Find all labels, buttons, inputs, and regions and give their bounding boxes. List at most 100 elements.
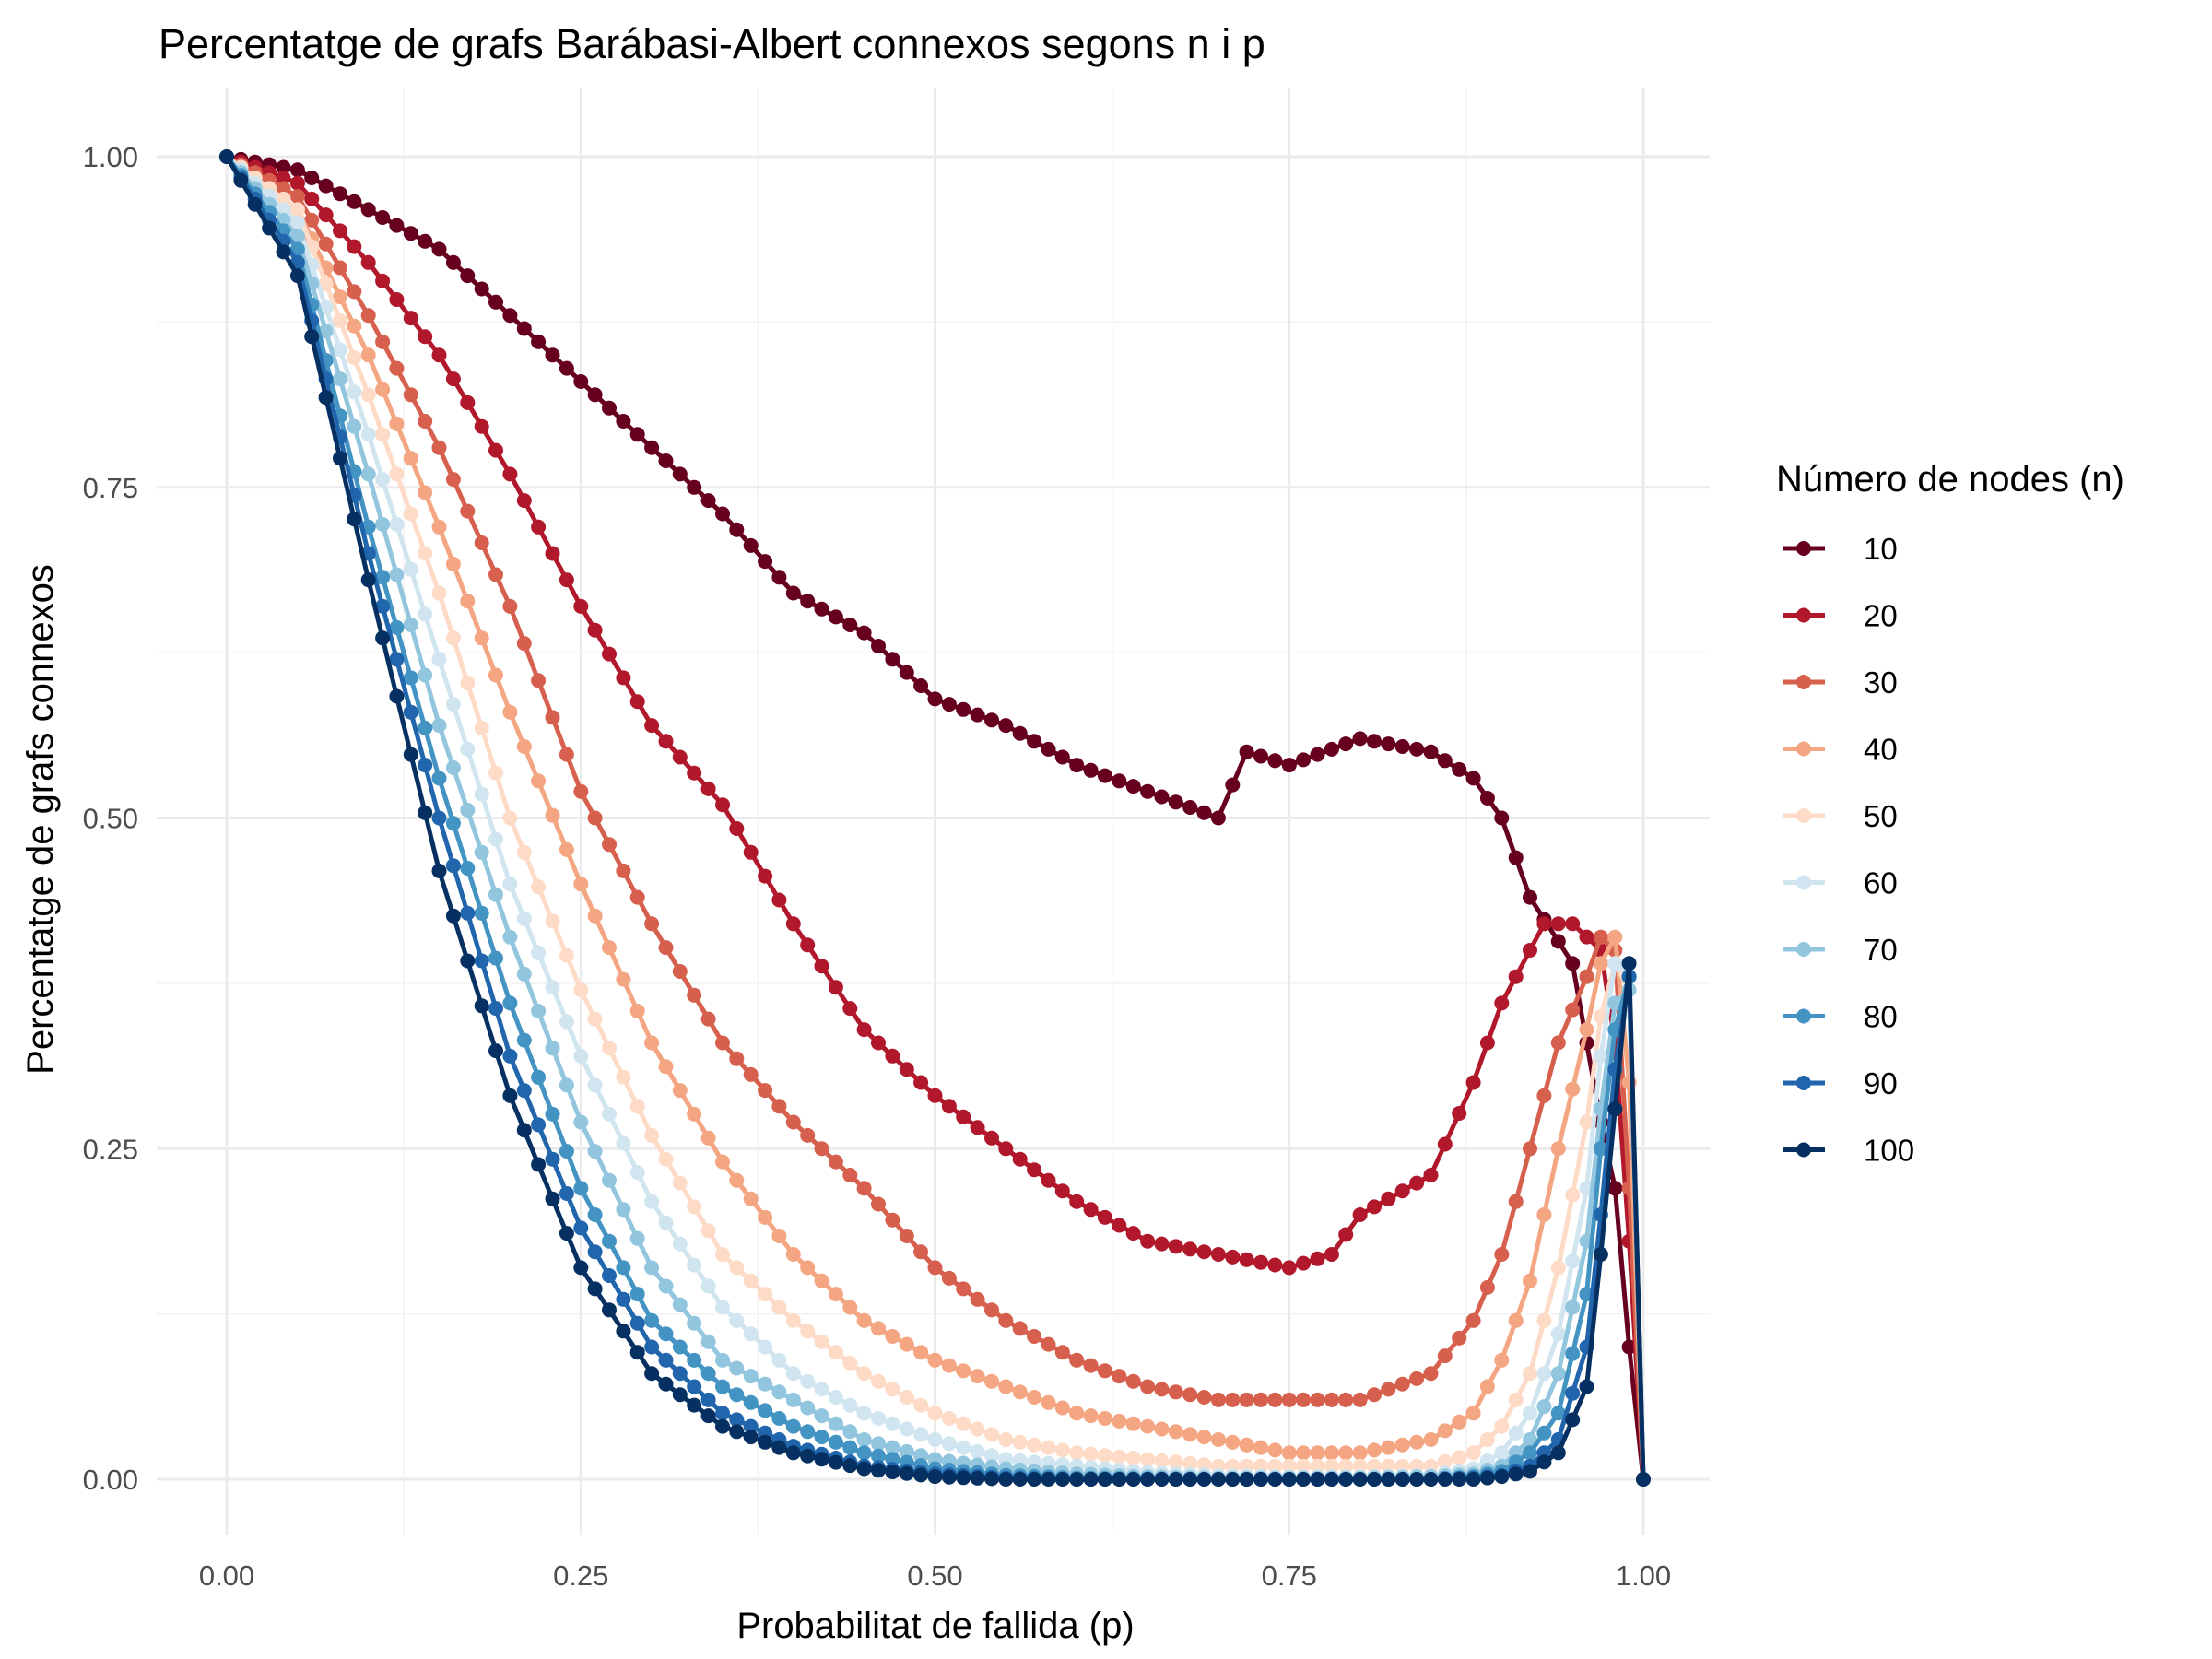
data-point	[814, 1382, 830, 1397]
data-point	[1112, 1472, 1127, 1487]
data-point	[460, 676, 476, 691]
data-point	[970, 1443, 985, 1459]
data-point	[616, 1202, 631, 1218]
data-point	[1210, 1472, 1226, 1487]
data-point	[800, 1424, 816, 1440]
data-point	[1494, 995, 1510, 1011]
data-point	[828, 1454, 843, 1470]
y-tick-label: 0.00	[83, 1464, 138, 1496]
data-point	[729, 1412, 745, 1428]
data-point	[1550, 1260, 1566, 1276]
data-point	[531, 1069, 547, 1085]
data-point	[474, 418, 489, 434]
data-point	[375, 334, 391, 349]
data-point	[1012, 1472, 1028, 1487]
data-point	[771, 1384, 787, 1400]
data-point	[1523, 1406, 1537, 1421]
data-point	[375, 472, 391, 488]
data-point	[885, 1212, 900, 1228]
data-point	[289, 189, 305, 204]
data-point	[758, 1083, 773, 1099]
data-point	[984, 1427, 999, 1442]
data-point	[1281, 1392, 1297, 1407]
data-point	[1479, 1470, 1495, 1486]
legend-key-point	[1796, 541, 1811, 556]
data-point	[502, 810, 518, 826]
legend-item: 70	[1783, 933, 1898, 967]
data-point	[559, 360, 574, 376]
data-point	[743, 1066, 759, 1082]
data-point	[743, 1273, 759, 1288]
legend-key-point	[1796, 808, 1811, 823]
data-point	[531, 1157, 547, 1172]
data-point	[289, 162, 305, 178]
x-tick-label: 0.25	[553, 1559, 608, 1592]
y-tick-label: 0.75	[83, 472, 138, 504]
data-point	[842, 1355, 858, 1371]
data-point	[559, 1186, 574, 1201]
data-point	[828, 980, 843, 995]
data-point	[814, 1141, 830, 1157]
data-point	[418, 667, 433, 683]
data-point	[1196, 1390, 1212, 1405]
data-point	[488, 950, 503, 966]
data-point	[1452, 1106, 1467, 1121]
data-point	[687, 479, 702, 495]
data-point	[1267, 753, 1283, 769]
data-point	[1381, 1191, 1396, 1206]
data-point	[1267, 1392, 1283, 1407]
data-point	[1112, 1449, 1127, 1465]
data-point	[333, 260, 347, 276]
data-point	[389, 652, 405, 667]
series-10	[219, 149, 1651, 1487]
data-point	[418, 758, 433, 773]
data-point	[1437, 1348, 1453, 1364]
data-point	[871, 1035, 886, 1051]
data-point	[885, 1329, 900, 1344]
data-point	[418, 805, 433, 820]
data-point	[644, 718, 660, 734]
data-point	[403, 670, 418, 686]
data-point	[956, 1440, 971, 1455]
data-point	[559, 572, 574, 588]
data-point	[1083, 1472, 1099, 1487]
data-point	[871, 1436, 886, 1452]
data-point	[1508, 850, 1524, 865]
data-point	[743, 537, 759, 553]
data-point	[1479, 1432, 1495, 1447]
data-point	[1367, 1387, 1382, 1403]
data-point	[644, 1260, 660, 1276]
data-point	[502, 308, 518, 324]
data-point	[672, 466, 688, 482]
data-point	[941, 1270, 957, 1286]
data-point	[587, 1281, 603, 1297]
data-point	[460, 905, 476, 921]
data-point	[1296, 1472, 1312, 1487]
data-point	[771, 1099, 787, 1114]
data-point	[1494, 1247, 1510, 1262]
data-point	[1054, 1183, 1070, 1199]
legend-item: 100	[1783, 1134, 1914, 1168]
data-point	[1225, 1249, 1241, 1265]
data-point	[700, 493, 716, 509]
data-point	[644, 1194, 660, 1209]
data-point	[559, 1226, 574, 1241]
data-point	[531, 773, 547, 789]
data-point	[1112, 1218, 1127, 1233]
data-point	[460, 802, 476, 818]
data-point	[616, 414, 631, 429]
data-point	[785, 585, 801, 601]
data-point	[1579, 1379, 1594, 1394]
data-point	[1225, 1434, 1241, 1450]
data-point	[1621, 956, 1637, 971]
data-point	[602, 837, 617, 853]
data-point	[629, 1287, 645, 1302]
data-point	[1027, 1472, 1042, 1487]
data-point	[1565, 1385, 1581, 1401]
data-point	[587, 622, 603, 638]
data-point	[1338, 736, 1354, 752]
data-point	[403, 618, 418, 632]
data-point	[785, 1312, 801, 1328]
data-point	[814, 1408, 830, 1424]
